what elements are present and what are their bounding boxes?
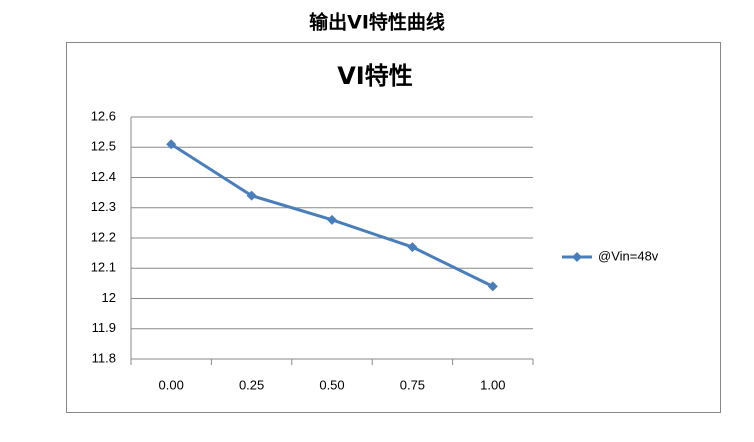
marker [327, 214, 337, 225]
x-tick-label: 0.25 [239, 377, 264, 392]
chart-frame [66, 42, 721, 413]
x-tick-label: 0.00 [159, 377, 184, 392]
y-tick-label: 12.4 [91, 169, 116, 184]
x-tick-label: 0.50 [319, 377, 344, 392]
y-tick-label: 12 [102, 290, 116, 305]
marker [407, 242, 418, 253]
y-tick-label: 11.8 [92, 350, 116, 365]
marker [487, 281, 498, 292]
y-tick-label: 12.5 [91, 139, 116, 154]
x-tick-label: 1.00 [480, 377, 505, 392]
chart-title: VI特性 [337, 62, 413, 90]
marker [166, 139, 177, 150]
x-tick-label: 0.75 [400, 377, 425, 392]
y-tick-label: 12.6 [91, 108, 116, 123]
page-title: 输出VI特性曲线 [309, 11, 445, 34]
marker [246, 190, 257, 201]
y-tick-label: 12.3 [91, 199, 116, 214]
y-tick-label: 12.1 [91, 260, 116, 275]
legend-label: @Vin=48v [598, 248, 659, 263]
y-tick-label: 12.2 [91, 229, 116, 244]
legend-marker [572, 252, 582, 262]
y-tick-label: 11.9 [92, 320, 116, 335]
